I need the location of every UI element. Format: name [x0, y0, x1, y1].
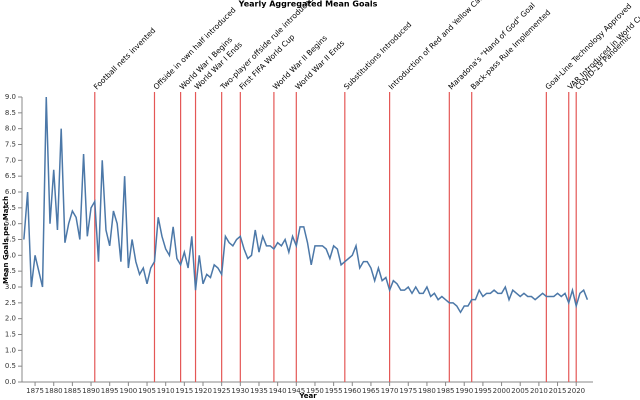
- data-line: [23, 96, 589, 314]
- y-tick-label: 8.5: [5, 109, 16, 117]
- y-tick-label: 2.5: [5, 299, 16, 307]
- x-tick-label: 1975: [399, 387, 417, 395]
- x-tick-label: 1945: [287, 387, 305, 395]
- y-tick-label: 2.0: [5, 315, 16, 323]
- x-tick-label: 1875: [26, 387, 44, 395]
- x-tick-label: 1990: [455, 387, 473, 395]
- x-tick-label: 1905: [138, 387, 156, 395]
- y-tick-label: 4.5: [5, 236, 16, 244]
- x-tick-label: 1915: [175, 387, 193, 395]
- x-tick-label: 1980: [418, 387, 436, 395]
- x-axis-title: Year: [298, 392, 317, 400]
- x-tick-label: 2010: [530, 387, 548, 395]
- x-tick-label: 1880: [45, 387, 63, 395]
- x-tick-label: 1920: [194, 387, 212, 395]
- x-tick-label: 1985: [437, 387, 455, 395]
- y-tick-label: 1.0: [5, 346, 16, 354]
- x-tick-label: 2020: [567, 387, 585, 395]
- y-tick-label: 5.5: [5, 204, 16, 212]
- y-tick-label: 1.5: [5, 331, 16, 339]
- x-tick-label: 1955: [325, 387, 343, 395]
- y-tick-label: 6.5: [5, 172, 16, 180]
- x-tick-label: 1925: [213, 387, 231, 395]
- x-tick-label: 1890: [82, 387, 100, 395]
- x-tick-label: 2015: [549, 387, 567, 395]
- x-tick-label: 1940: [269, 387, 287, 395]
- y-tick-label: 6.0: [5, 188, 16, 196]
- x-tick-label: 1960: [343, 387, 361, 395]
- annotation-label: VAR Introduced in World Cup: [566, 8, 640, 91]
- y-tick-label: 5.0: [5, 220, 16, 228]
- annotation-label: Football nets invented: [92, 26, 158, 92]
- x-tick-label: 1950: [306, 387, 324, 395]
- x-tick-label: 1965: [362, 387, 380, 395]
- x-tick-label: 1900: [119, 387, 137, 395]
- y-tick-label: 0.0: [5, 378, 16, 386]
- chart-title: Yearly Aggregated Mean Goals: [238, 0, 378, 9]
- x-tick-label: 1930: [231, 387, 249, 395]
- x-tick-label: 1995: [474, 387, 492, 395]
- y-tick-label: 4.0: [5, 251, 16, 259]
- x-tick-label: 1885: [63, 387, 81, 395]
- y-tick-label: 9.0: [5, 93, 16, 101]
- y-tick-label: 3.5: [5, 267, 16, 275]
- x-tick-label: 2005: [511, 387, 529, 395]
- x-tick-label: 1970: [381, 387, 399, 395]
- x-tick-label: 1910: [157, 387, 175, 395]
- y-tick-label: 7.0: [5, 156, 16, 164]
- x-tick-label: 1895: [101, 387, 119, 395]
- x-tick-label: 2000: [493, 387, 511, 395]
- y-tick-label: 3.0: [5, 283, 16, 291]
- y-tick-label: 7.5: [5, 141, 16, 149]
- x-tick-label: 1935: [250, 387, 268, 395]
- y-tick-label: 0.5: [5, 362, 16, 370]
- annotation-label: COVID-19 Pandemic: [573, 32, 633, 92]
- y-axis-title: Mean Goals per Match: [2, 196, 10, 284]
- y-tick-label: 8.0: [5, 125, 16, 133]
